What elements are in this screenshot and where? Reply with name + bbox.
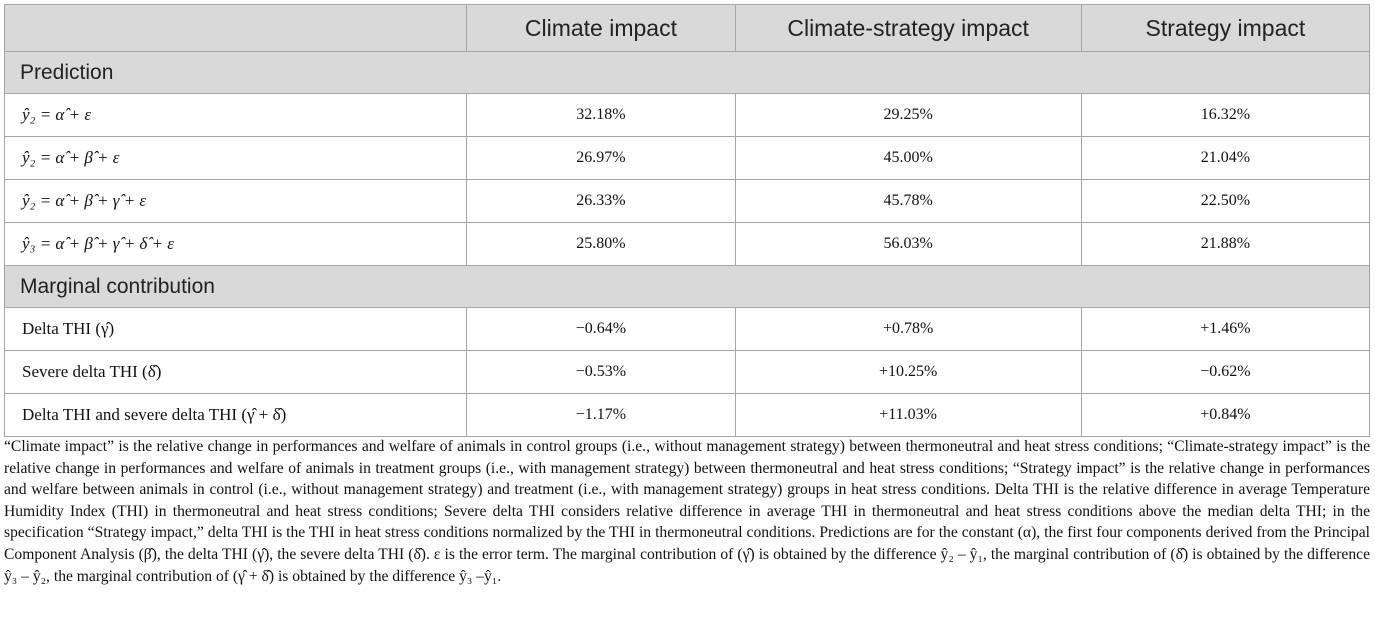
table-row: ŷ₃ = α̂ + β̂ + γ̂ + δ̂ + ε 25.80% 56.03%… — [3, 222, 1371, 266]
cell-climate-impact: 32.18% — [466, 93, 736, 137]
row-label: ŷ₂ = α̂ + β̂ + ε — [3, 136, 468, 180]
cell-climate-impact: −0.64% — [466, 307, 736, 351]
header-strategy-impact: Strategy impact — [1080, 4, 1371, 52]
header-climate-strategy-impact: Climate-strategy impact — [734, 4, 1082, 52]
results-table: Climate impact Climate-strategy impact S… — [3, 4, 1371, 437]
cell-climate-strategy-impact: 56.03% — [734, 222, 1082, 266]
header-row: Climate impact Climate-strategy impact S… — [3, 4, 1371, 52]
cell-climate-strategy-impact: +11.03% — [734, 393, 1082, 437]
row-label: ŷ₂ = α̂ + ε — [3, 93, 468, 137]
cell-climate-strategy-impact: +10.25% — [734, 350, 1082, 394]
results-table-container: Climate impact Climate-strategy impact S… — [3, 4, 1371, 437]
cell-climate-impact: 26.97% — [466, 136, 736, 180]
cell-strategy-impact: 16.32% — [1080, 93, 1371, 137]
table-footnote: “Climate impact” is the relative change … — [4, 438, 1370, 585]
table-row: Delta THI (γ̂) −0.64% +0.78% +1.46% — [3, 307, 1371, 351]
row-label: Delta THI and severe delta THI (γ̂ + δ̂) — [3, 393, 468, 437]
table-row: Delta THI and severe delta THI (γ̂ + δ̂)… — [3, 393, 1371, 437]
cell-climate-impact: 25.80% — [466, 222, 736, 266]
table-row: ŷ₂ = α̂ + β̂ + γ̂ + ε 26.33% 45.78% 22.5… — [3, 179, 1371, 223]
cell-climate-strategy-impact: +0.78% — [734, 307, 1082, 351]
cell-climate-strategy-impact: 29.25% — [734, 93, 1082, 137]
header-climate-impact: Climate impact — [466, 4, 736, 52]
cell-strategy-impact: 22.50% — [1080, 179, 1371, 223]
section-row-marginal: Marginal contribution — [4, 265, 1370, 308]
cell-climate-impact: 26.33% — [466, 179, 736, 223]
section-row-prediction: Prediction — [4, 51, 1370, 94]
section-label-marginal: Marginal contribution — [4, 265, 1370, 308]
row-label: Severe delta THI (δ̂) — [3, 350, 468, 394]
cell-climate-strategy-impact: 45.78% — [734, 179, 1082, 223]
row-label: ŷ₂ = α̂ + β̂ + γ̂ + ε — [3, 179, 468, 223]
cell-strategy-impact: −0.62% — [1080, 350, 1371, 394]
table-row: ŷ₂ = α̂ + ε 32.18% 29.25% 16.32% — [3, 93, 1371, 137]
table-row: Severe delta THI (δ̂) −0.53% +10.25% −0.… — [3, 350, 1371, 394]
table-row: ŷ₂ = α̂ + β̂ + ε 26.97% 45.00% 21.04% — [3, 136, 1371, 180]
cell-climate-impact: −1.17% — [466, 393, 736, 437]
header-empty — [3, 4, 468, 52]
row-label: Delta THI (γ̂) — [3, 307, 468, 351]
cell-climate-impact: −0.53% — [466, 350, 736, 394]
cell-strategy-impact: +0.84% — [1080, 393, 1371, 437]
cell-climate-strategy-impact: 45.00% — [734, 136, 1082, 180]
section-label-prediction: Prediction — [4, 51, 1370, 94]
cell-strategy-impact: 21.88% — [1080, 222, 1371, 266]
cell-strategy-impact: 21.04% — [1080, 136, 1371, 180]
cell-strategy-impact: +1.46% — [1080, 307, 1371, 351]
row-label: ŷ₃ = α̂ + β̂ + γ̂ + δ̂ + ε — [3, 222, 468, 266]
